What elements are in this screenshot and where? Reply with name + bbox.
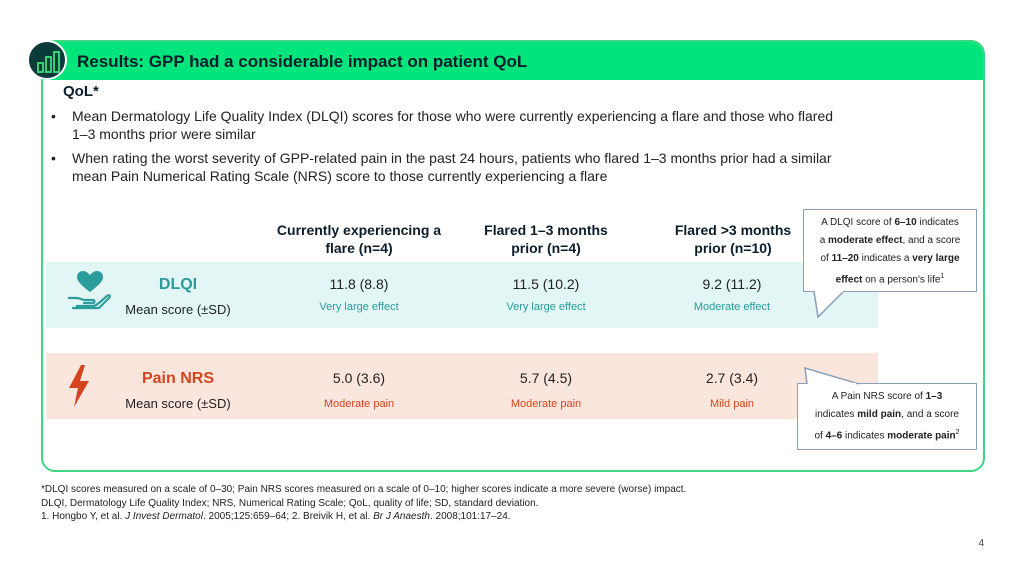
pain-value-1-3-months: 5.7 (4.5) <box>519 370 573 386</box>
dlqi-effect-over-3-months: Moderate effect <box>693 301 771 313</box>
dlqi-value-over-3-months: 9.2 (11.2) <box>702 276 762 292</box>
dlqi-sublabel: Mean score (±SD) <box>125 302 231 317</box>
pain-value-over-3-months: 2.7 (3.4) <box>705 370 759 386</box>
bullet-2: When rating the worst severity of GPP-re… <box>72 150 832 184</box>
dlqi-callout: A DLQI score of 6–10 indicates a moderat… <box>803 209 977 292</box>
dlqi-row <box>46 262 878 328</box>
pain-nrs-callout: A Pain NRS score of 1–3 indicates mild p… <box>797 383 977 450</box>
dlqi-value-1-3-months: 11.5 (10.2) <box>512 276 580 292</box>
pain-nrs-sublabel: Mean score (±SD) <box>125 396 231 411</box>
dlqi-effect-current: Very large effect <box>319 301 399 313</box>
dlqi-label: DLQI <box>158 276 198 293</box>
column-header-flared-over-3-months: Flared >3 months prior (n=10) <box>674 222 792 256</box>
column-header-current-flare: Currently experiencing a flare (n=4) <box>276 222 442 256</box>
bullet-1: Mean Dermatology Life Quality Index (DLQ… <box>72 108 834 142</box>
pain-nrs-row <box>46 353 878 419</box>
bullet-marker: • <box>51 150 56 166</box>
dlqi-value-current: 11.8 (8.8) <box>329 276 389 292</box>
pain-effect-1-3-months: Moderate pain <box>510 398 582 410</box>
heart-hand-icon <box>67 268 113 315</box>
pain-value-current: 5.0 (3.6) <box>332 370 386 386</box>
footnotes: *DLQI scores measured on a scale of 0–30… <box>41 484 687 522</box>
pain-effect-over-3-months: Mild pain <box>709 398 755 410</box>
section-heading: QoL* <box>63 83 99 100</box>
card-header: Results: GPP had a considerable impact o… <box>43 42 983 80</box>
dlqi-effect-1-3-months: Very large effect <box>506 301 586 313</box>
column-header-flared-1-3-months: Flared 1–3 months prior (n=4) <box>484 222 608 256</box>
bullet-marker: • <box>51 108 56 124</box>
lightning-icon <box>66 364 92 413</box>
pain-callout-pointer <box>804 367 860 386</box>
page-number: 4 <box>978 538 984 549</box>
dlqi-callout-pointer <box>813 290 845 319</box>
results-card: Results: GPP had a considerable impact o… <box>41 40 985 472</box>
page-title: Results: GPP had a considerable impact o… <box>77 52 528 71</box>
pain-effect-current: Moderate pain <box>323 398 395 410</box>
bar-chart-icon <box>27 40 67 80</box>
pain-nrs-label: Pain NRS <box>141 370 214 387</box>
